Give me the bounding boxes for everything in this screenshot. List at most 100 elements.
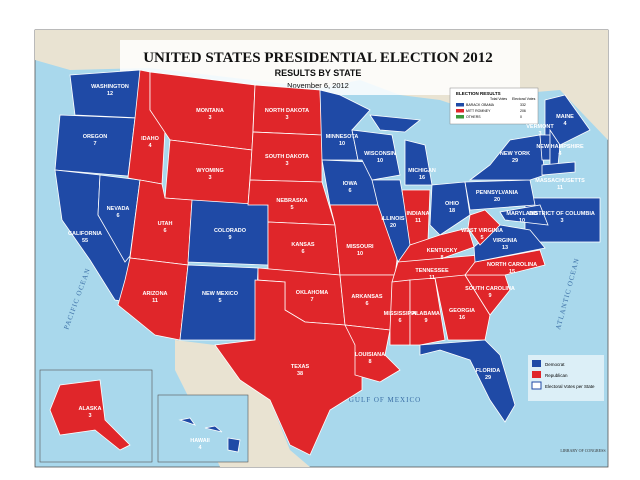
subtitle: RESULTS BY STATE: [275, 68, 362, 78]
state-votes: 3: [208, 175, 211, 181]
ocean-label: GULF OF MEXICO: [349, 396, 421, 404]
state: [178, 417, 241, 453]
state: [464, 179, 536, 211]
state-name: LOUISIANA: [355, 352, 385, 358]
state: [214, 279, 363, 456]
state-name: MARYLAND: [506, 211, 537, 217]
state-votes: 3: [560, 218, 563, 224]
state-votes: 8: [440, 255, 443, 261]
library-credit: LIBRARY OF CONGRESS: [560, 448, 605, 453]
results-swatch: [456, 109, 464, 113]
state-votes: 9: [488, 293, 491, 299]
state-votes: 10: [357, 251, 363, 257]
state-votes: 10: [339, 141, 345, 147]
state-name: MINNESOTA: [326, 134, 359, 140]
state-votes: 4: [558, 151, 562, 157]
state-name: WISCONSIN: [364, 151, 396, 157]
state-name: HAWAII: [190, 438, 210, 444]
state: [344, 324, 401, 383]
state-name: NEBRASKA: [276, 198, 307, 204]
state: [69, 69, 141, 119]
state-name: INDIANA: [407, 211, 430, 217]
state-name: TEXAS: [291, 364, 310, 370]
results-electoral: 206: [520, 109, 526, 113]
state-name: FLORIDA: [476, 368, 500, 374]
state-votes: 16: [459, 315, 465, 321]
state-name: IOWA: [343, 181, 358, 187]
state-votes: 55: [82, 238, 88, 244]
legend-label: Republican: [545, 373, 568, 378]
state: [544, 94, 591, 146]
state-name: GEORGIA: [449, 308, 475, 314]
results-col: Electoral Votes: [512, 97, 536, 101]
state-votes: 6: [301, 249, 304, 255]
legend-swatch: [532, 371, 541, 378]
state-name: OREGON: [83, 134, 107, 140]
state: [541, 161, 576, 176]
state-votes: 16: [419, 175, 425, 181]
state-name: COLORADO: [214, 228, 247, 234]
state-votes: 13: [502, 245, 508, 251]
results-name: OTHERS: [466, 115, 481, 119]
state-name: ALASKA: [79, 406, 102, 412]
legend: Democrat Republican Electoral Votes per St…: [528, 355, 604, 401]
hawaii-inset: [157, 394, 249, 463]
state-votes: 20: [390, 223, 396, 229]
state-votes: 11: [152, 298, 158, 304]
state: [434, 274, 491, 341]
state-votes: 3: [285, 161, 288, 167]
state-name: TENNESSEE: [415, 268, 449, 274]
state-votes: 9: [424, 318, 427, 324]
state: [429, 181, 471, 236]
state-votes: 38: [297, 371, 303, 377]
state-votes: 11: [429, 275, 435, 281]
state-name: SOUTH CAROLINA: [465, 286, 515, 292]
results-title: ELECTION RESULTS: [456, 91, 501, 96]
title: UNITED STATES PRESIDENTIAL ELECTION 2012: [143, 50, 493, 66]
state-votes: 4: [563, 121, 567, 127]
state-votes: 8: [368, 359, 371, 365]
legend-label: Electoral Votes per State: [545, 384, 595, 389]
legend-label: Democrat: [545, 362, 565, 367]
state: [419, 339, 516, 423]
state-name: IDAHO: [141, 136, 159, 142]
state-name: NEW MEXICO: [202, 291, 239, 297]
state-name: VERMONT: [526, 124, 554, 130]
state-name: SOUTH DAKOTA: [265, 154, 309, 160]
state-votes: 29: [485, 375, 491, 381]
results-swatch: [456, 115, 464, 119]
state-votes: 3: [538, 131, 541, 137]
state-name: WYOMING: [196, 168, 224, 174]
state-name: MAINE: [556, 114, 574, 120]
results-electoral: 0: [520, 115, 522, 119]
state-votes: 10: [519, 218, 525, 224]
state: [49, 379, 131, 451]
state-name: NEW HAMPSHIRE: [536, 144, 584, 150]
state-votes: 5: [290, 205, 293, 211]
state: [499, 204, 549, 226]
state: [389, 279, 411, 346]
state-votes: 6: [348, 188, 351, 194]
legend-swatch: [532, 360, 541, 367]
state-votes: 3: [285, 115, 288, 121]
state-votes: 5: [480, 235, 483, 241]
state-name: ALABAMA: [412, 311, 440, 317]
results-swatch: [456, 103, 464, 107]
state-name: NORTH CAROLINA: [487, 262, 537, 268]
state-votes: 11: [415, 218, 421, 224]
state-votes: 5: [218, 298, 221, 304]
results-bg: [449, 87, 539, 125]
state-name: MISSOURI: [346, 244, 374, 250]
state-name: NEVADA: [107, 206, 130, 212]
state-name: OHIO: [445, 201, 460, 207]
state-votes: 18: [449, 208, 455, 214]
state-votes: 7: [93, 141, 96, 147]
state-name: OKLAHOMA: [296, 290, 328, 296]
state-votes: 15: [509, 269, 515, 275]
state-votes: 4: [198, 445, 202, 451]
results-name: MITT ROMNEY: [466, 109, 491, 113]
state-votes: 6: [365, 301, 368, 307]
state-votes: 6: [163, 228, 166, 234]
state-name: ILLINOIS: [381, 216, 405, 222]
